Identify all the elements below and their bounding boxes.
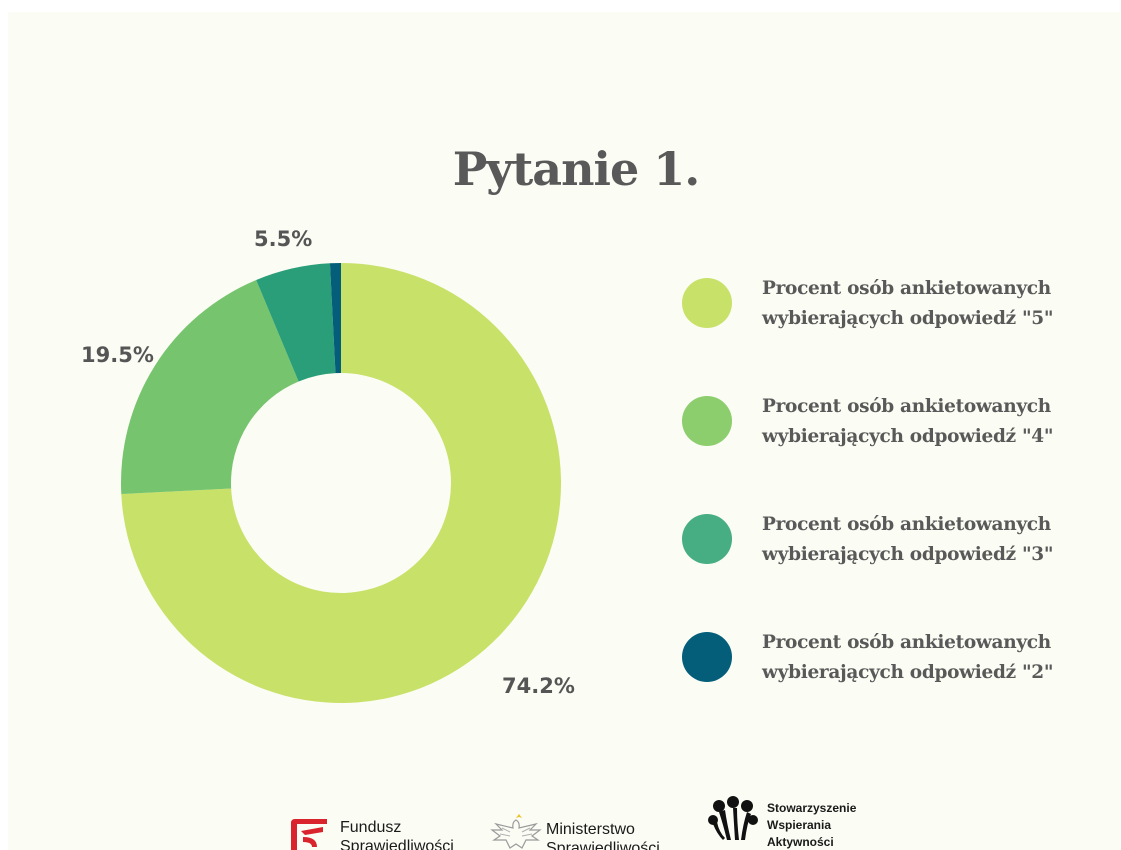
legend-label-4-line1: Procent osób ankietowanych	[762, 396, 1051, 417]
legend-swatch-4	[682, 396, 732, 446]
stowarzyszenie-logo-icon	[708, 796, 758, 840]
legend-label-5-line2: wybierających odpowiedź "5"	[762, 308, 1054, 329]
legend-item-4: Procent osób ankietowanych wybierających…	[682, 392, 1102, 452]
stowarzyszenie-logo-text: Stowarzyszenie Wspierania Aktywności	[767, 800, 856, 850]
legend-item-2: Procent osób ankietowanych wybierających…	[682, 628, 1102, 688]
ministerstwo-logo-line1: Ministerstwo	[546, 821, 635, 838]
donut-slice-2	[121, 280, 299, 495]
legend-label-4-line2: wybierających odpowiedź "4"	[762, 426, 1054, 447]
donut-chart	[121, 263, 562, 703]
donut-slice-1	[121, 263, 562, 703]
slice-label-4: 19.5%	[81, 343, 154, 367]
sponsor-logos: Fundusz Sprawiedliwości Ministerstwo Spr…	[8, 792, 1120, 850]
legend-label-3-line1: Procent osób ankietowanych	[762, 514, 1051, 535]
eagle-emblem-icon	[490, 814, 542, 849]
fundusz-logo-line2: Sprawiedliwości	[340, 838, 454, 850]
legend-swatch-3	[682, 514, 732, 564]
legend-label-3-line2: wybierających odpowiedź "3"	[762, 544, 1054, 565]
page-title: Pytanie 1.	[452, 142, 701, 196]
legend-swatch-2	[682, 632, 732, 682]
fundusz-logo-line1: Fundusz	[340, 819, 402, 836]
legend-item-5: Procent osób ankietowanych wybierających…	[682, 274, 1102, 334]
legend-item-3: Procent osób ankietowanych wybierających…	[682, 510, 1102, 570]
donut-slice-4	[329, 263, 341, 374]
ministerstwo-logo-text: Ministerstwo Sprawiedliwości	[546, 820, 660, 850]
stowarzyszenie-logo-line3: Aktywności	[767, 835, 834, 849]
legend-label-2-line1: Procent osób ankietowanych	[762, 632, 1051, 653]
legend-label-5-line1: Procent osób ankietowanych	[762, 278, 1051, 299]
infographic-page: Pytanie 1. 74.2% 19.5% 5.5% Procent osób…	[8, 12, 1120, 850]
stowarzyszenie-logo-line1: Stowarzyszenie	[767, 801, 857, 815]
slice-label-3: 5.5%	[254, 227, 313, 251]
legend-label-2-line2: wybierających odpowiedź "2"	[762, 662, 1054, 683]
slice-label-5: 74.2%	[502, 674, 575, 698]
stowarzyszenie-logo-line2: Wspierania	[767, 818, 832, 832]
fundusz-logo-text: Fundusz Sprawiedliwości	[340, 818, 454, 850]
fundusz-logo-icon	[291, 819, 327, 850]
legend-swatch-5	[682, 278, 732, 328]
donut-slice-3	[256, 263, 336, 382]
ministerstwo-logo-line2: Sprawiedliwości	[546, 840, 660, 850]
